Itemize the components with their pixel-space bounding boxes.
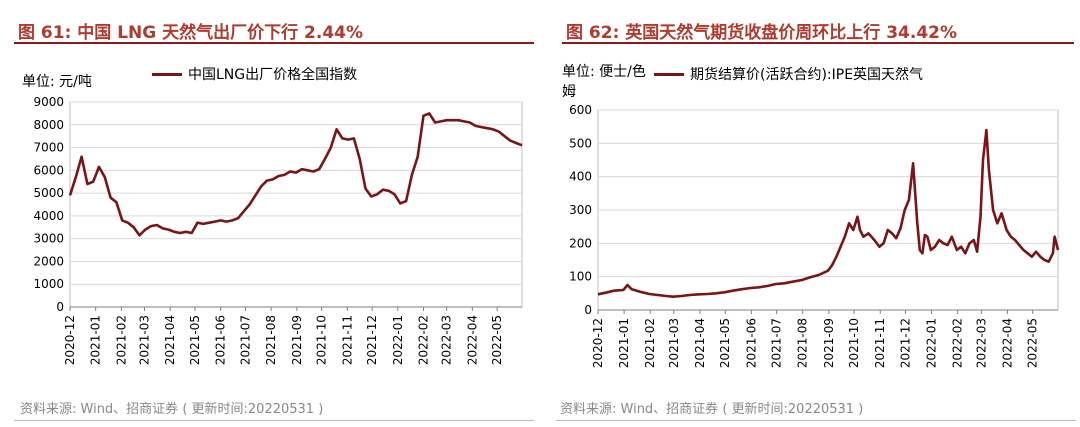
x-tick-label: 2021-11: [873, 318, 887, 368]
x-tick-label: 2021-01: [617, 318, 631, 368]
x-tick-label: 2020-12: [591, 318, 605, 368]
plot-frame: [69, 101, 523, 308]
y-tick-label: 600: [569, 103, 592, 117]
bottom-rule: [556, 420, 1076, 421]
x-tick-label: 2021-03: [138, 315, 152, 365]
unit-label: 单位: 便士/色姆: [562, 64, 646, 100]
chart-panel-ipe: 图 62: 英国天然气期货收盘价周环比上行 34.42% 单位: 便士/色姆 期…: [548, 0, 1080, 427]
x-tick-label: 2021-05: [718, 318, 732, 368]
y-tick-label: 100: [569, 270, 592, 284]
y-tick-label: 300: [569, 203, 592, 217]
source-note: 资料来源: Wind、招商证券 ( 更新时间:20220531 ): [560, 402, 864, 417]
x-tick-label: 2021-10: [847, 318, 861, 368]
figure-title: 图 61: 中国 LNG 天然气出厂价下行 2.44%: [18, 23, 364, 43]
x-tick-label: 2022-01: [925, 318, 939, 368]
x-tick-label: 2021-02: [643, 318, 657, 368]
legend: 期货结算价(活跃合约):IPE英国天然气: [654, 64, 923, 84]
x-tick-label: 2021-04: [693, 318, 707, 368]
x-tick-label: 2022-03: [440, 315, 454, 365]
x-tick-label: 2021-09: [822, 318, 836, 368]
x-tick-label: 2020-12: [63, 315, 77, 365]
legend-label: 期货结算价(活跃合约):IPE英国天然气: [690, 67, 924, 83]
x-tick-label: 2022-05: [490, 315, 504, 365]
series-line: [597, 128, 1060, 298]
x-tick-label: 2021-08: [796, 318, 810, 368]
x-tick-label: 2021-01: [89, 315, 103, 365]
source-note: 资料来源: Wind、招商证券 ( 更新时间:20220531 ): [20, 402, 324, 417]
y-tick-label: 5000: [33, 186, 64, 200]
unit-label: 单位: 元/吨: [22, 74, 92, 90]
title-rule: [14, 42, 534, 44]
x-tick-label: 2022-04: [1000, 318, 1014, 368]
y-tick-label: 8000: [33, 118, 64, 132]
y-tick-label: 400: [569, 170, 592, 184]
x-tick-label: 2022-02: [416, 315, 430, 365]
x-tick-label: 2022-03: [974, 318, 988, 368]
y-tick-label: 7000: [33, 141, 64, 155]
y-tick-label: 200: [569, 236, 592, 250]
x-tick-label: 2021-05: [188, 315, 202, 365]
bottom-rule: [14, 420, 534, 421]
legend: 中国LNG出厂价格全国指数: [152, 64, 357, 84]
x-tick-label: 2021-09: [290, 315, 304, 365]
y-tick-label: 6000: [33, 163, 64, 177]
x-tick-label: 2021-12: [365, 315, 379, 365]
y-tick-label: 0: [584, 303, 592, 317]
ipe-gas-futures-chart: 0 100 200 300 400 500 600 2020-12 2021-01 2021-02…: [569, 103, 1060, 368]
x-tick-label: 2021-07: [239, 315, 253, 365]
y-tick-label: 500: [569, 136, 592, 150]
x-tick-label: 2021-06: [214, 315, 228, 365]
chart-panel-lng: 图 61: 中国 LNG 天然气出厂价下行 2.44% 单位: 元/吨 中国LN…: [14, 23, 534, 421]
legend-swatch: [152, 73, 182, 76]
x-tick-label: 2022-04: [465, 315, 479, 365]
y-tick-label: 9000: [33, 95, 64, 109]
y-tick-label: 4000: [33, 209, 64, 223]
x-tick-label: 2021-08: [264, 315, 278, 365]
legend-label: 中国LNG出厂价格全国指数: [188, 67, 358, 83]
x-tick-label: 2021-07: [770, 318, 784, 368]
y-tick-label: 0: [56, 300, 64, 314]
lng-price-chart: 0 1000 2000 3000 4000 5000 6000 7000 8000 9000 202…: [33, 95, 523, 365]
title-rule: [562, 42, 1074, 44]
series-line: [68, 112, 523, 237]
y-tick-label: 1000: [33, 277, 64, 291]
y-tick-label: 2000: [33, 254, 64, 268]
x-tick-label: 2021-02: [114, 315, 128, 365]
x-tick-label: 2022-02: [951, 318, 965, 368]
figure-title: 图 62: 英国天然气期货收盘价周环比上行 34.42%: [566, 23, 958, 43]
x-tick-label: 2021-06: [744, 318, 758, 368]
x-tick-label: 2021-04: [163, 315, 177, 365]
y-tick-label: 3000: [33, 232, 64, 246]
legend-swatch: [654, 73, 684, 76]
x-tick-label: 2022-05: [1026, 318, 1040, 368]
x-tick-label: 2022-01: [391, 315, 405, 365]
x-tick-label: 2021-03: [667, 318, 681, 368]
x-tick-label: 2021-11: [340, 315, 354, 365]
x-tick-label: 2021-12: [899, 318, 913, 368]
x-tick-label: 2021-10: [315, 315, 329, 365]
